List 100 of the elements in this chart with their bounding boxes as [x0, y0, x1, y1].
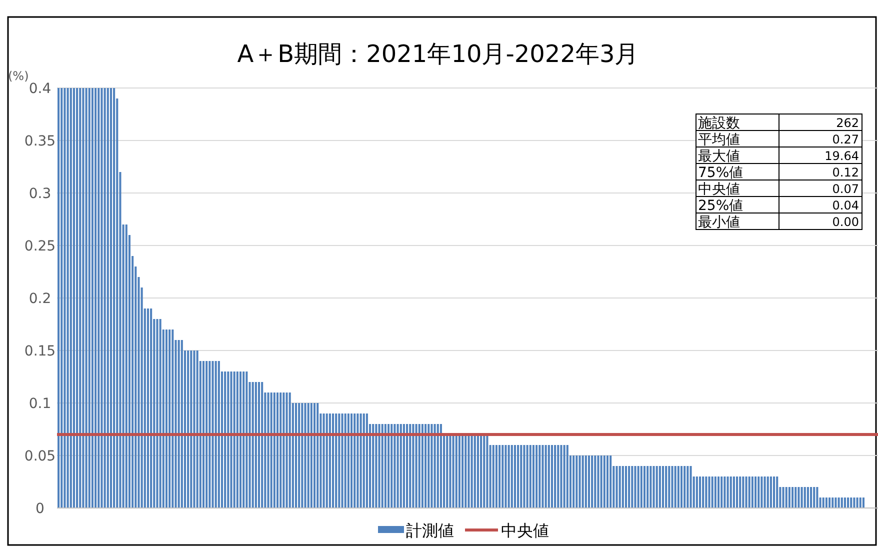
bar: [282, 392, 285, 508]
y-tick-label: 0.35: [24, 134, 56, 150]
legend-label: 計測値: [406, 521, 454, 540]
bar: [498, 445, 501, 508]
bar: [610, 456, 612, 508]
bar: [600, 456, 602, 508]
annotation: 0.04: [832, 198, 859, 212]
bar: [572, 456, 575, 508]
bar: [548, 445, 550, 508]
bar: [267, 392, 270, 508]
bar: [470, 434, 473, 508]
bar: [440, 424, 442, 508]
bar: [792, 487, 794, 508]
bar: [862, 498, 864, 508]
bar: [732, 476, 735, 508]
bar: [832, 498, 834, 508]
bar: [520, 445, 522, 508]
bar: [495, 445, 498, 508]
bar: [190, 350, 192, 508]
bar: [624, 466, 628, 508]
bar: [402, 424, 405, 508]
bar: [100, 88, 103, 508]
bar: [751, 476, 754, 508]
bar: [150, 308, 152, 508]
bar: [246, 372, 248, 508]
annotation: 0.00: [832, 215, 859, 229]
bar: [576, 456, 578, 508]
bar: [304, 403, 306, 508]
bar: [415, 424, 418, 508]
y-tick-label: 0.3: [28, 186, 52, 202]
bar: [212, 361, 214, 508]
bar: [396, 424, 399, 508]
bar: [622, 466, 624, 508]
bar: [776, 476, 778, 508]
bar: [739, 476, 742, 508]
bar: [458, 434, 460, 508]
bar: [280, 392, 282, 508]
bar: [360, 414, 362, 508]
annotation: 中央値: [698, 182, 740, 198]
annotation: 最大値: [698, 148, 740, 164]
bar: [726, 476, 729, 508]
bar: [106, 88, 109, 508]
y-tick-label: 0.05: [24, 448, 56, 464]
bar: [690, 466, 692, 508]
annotation: 0.27: [832, 132, 859, 146]
bar: [125, 224, 128, 508]
bar: [637, 466, 640, 508]
bar: [400, 424, 402, 508]
bar: [409, 424, 412, 508]
bar: [544, 445, 547, 508]
bar: [94, 88, 97, 508]
bar: [146, 308, 149, 508]
bar: [394, 424, 396, 508]
bar: [838, 498, 840, 508]
bar: [88, 88, 90, 508]
bar: [468, 434, 470, 508]
bar: [322, 414, 325, 508]
bar: [840, 498, 843, 508]
bar: [748, 476, 750, 508]
bar: [822, 498, 824, 508]
bar: [230, 372, 232, 508]
bar: [597, 456, 600, 508]
bar: [650, 466, 652, 508]
bar: [677, 466, 680, 508]
bar: [628, 466, 630, 508]
bar: [288, 392, 291, 508]
bar: [276, 392, 279, 508]
bar: [85, 88, 88, 508]
bar: [113, 88, 116, 508]
bar: [446, 434, 448, 508]
bar: [616, 466, 618, 508]
bar: [538, 445, 541, 508]
bar: [180, 340, 183, 508]
bar: [104, 88, 106, 508]
bar: [483, 434, 486, 508]
bar: [366, 414, 368, 508]
bar: [785, 487, 788, 508]
bar: [510, 445, 513, 508]
y-tick-label: 0.25: [24, 238, 56, 254]
bar: [584, 456, 587, 508]
bar: [428, 424, 430, 508]
bar: [91, 88, 94, 508]
bar: [705, 476, 708, 508]
bar: [332, 414, 334, 508]
bar: [421, 424, 424, 508]
bar: [542, 445, 544, 508]
bar: [532, 445, 534, 508]
bar: [711, 476, 714, 508]
bar: [338, 414, 340, 508]
bar: [656, 466, 658, 508]
bar: [745, 476, 748, 508]
bar: [242, 372, 245, 508]
bar: [375, 424, 378, 508]
bar: [350, 414, 353, 508]
annotation: 19.64: [824, 149, 859, 163]
bar: [214, 361, 217, 508]
bar: [326, 414, 328, 508]
bar: [294, 403, 298, 508]
bar: [313, 403, 316, 508]
bar: [526, 445, 528, 508]
